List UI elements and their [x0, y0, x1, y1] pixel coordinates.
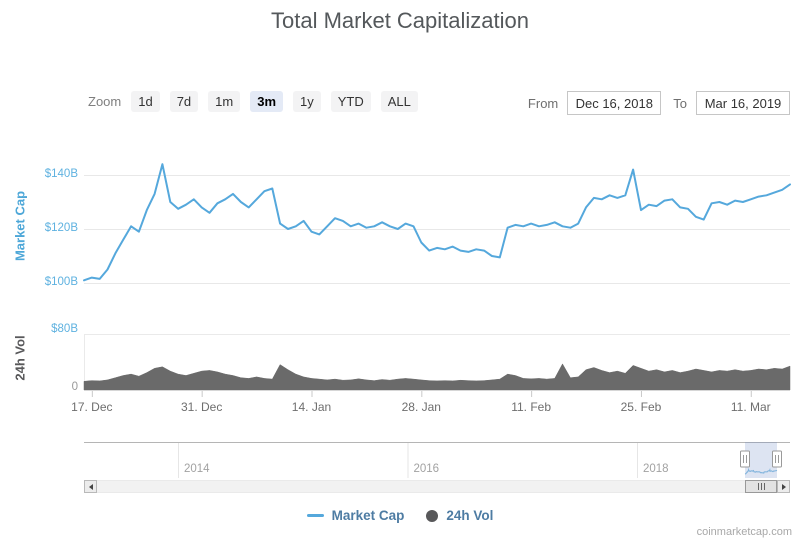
x-tick-label: 17. Dec: [71, 400, 113, 414]
zoom-button-3m[interactable]: 3m: [250, 91, 284, 112]
from-label: From: [527, 95, 559, 111]
x-tick-label: 25. Feb: [620, 400, 662, 414]
volume-area-series[interactable]: [83, 363, 791, 391]
to-date-input[interactable]: [696, 91, 790, 115]
legend-label-marketcap: Market Cap: [331, 508, 405, 523]
x-tick-label: 11. Mar: [730, 400, 771, 414]
marketcap-line-series[interactable]: [83, 163, 791, 282]
y-tick-label: $140B: [44, 168, 78, 180]
scrollbar-right-arrow-button[interactable]: [777, 480, 790, 493]
navigator-year-label: 2014: [184, 463, 210, 475]
navigator-left-handle[interactable]: [740, 450, 750, 468]
x-tick-label: 28. Jan: [401, 400, 441, 414]
scrollbar-thumb[interactable]: [745, 480, 777, 493]
scrollbar-left-arrow-button[interactable]: [84, 480, 97, 493]
x-tick-label: 31. Dec: [180, 400, 223, 414]
line-symbol-icon: [306, 514, 324, 517]
toolbar: Zoom 1d 7d 1m 3m 1y YTD ALL From To: [0, 91, 800, 117]
x-tick-label: 11. Feb: [511, 400, 552, 414]
left-arrow-icon: [88, 483, 93, 490]
zoom-group: Zoom 1d 7d 1m 3m 1y YTD ALL: [88, 91, 428, 112]
dot-symbol-icon: [426, 509, 439, 522]
zoom-label: Zoom: [88, 94, 122, 109]
vol-axis-title: 24h Vol: [12, 335, 28, 381]
navigator-year-label: 2018: [643, 463, 669, 475]
from-date-input[interactable]: [567, 91, 662, 115]
zoom-button-1d[interactable]: 1d: [131, 91, 160, 112]
zoom-button-ytd[interactable]: YTD: [330, 91, 371, 112]
zoom-button-1m[interactable]: 1m: [208, 91, 241, 112]
navigator-year-label: 2016: [413, 463, 440, 475]
legend-item-marketcap[interactable]: Market Cap: [306, 508, 405, 523]
legend-item-24hvol[interactable]: 24h Vol: [426, 508, 493, 523]
marketcap-axis-title: Market Cap: [12, 190, 28, 262]
navigator-right-handle[interactable]: [772, 450, 782, 468]
zoom-button-1y[interactable]: 1y: [293, 91, 321, 112]
legend: Market Cap 24h Vol: [0, 508, 800, 523]
x-tick-label: 14. Jan: [291, 400, 332, 414]
navigator-selection-mask[interactable]: [745, 442, 777, 478]
zoom-button-7d[interactable]: 7d: [169, 91, 199, 112]
credit-link[interactable]: coinmarketcap.com: [696, 526, 792, 538]
scrollbar-track[interactable]: [84, 480, 790, 493]
y-tick-label: $100B: [44, 276, 78, 288]
y-tick-label: 0: [71, 381, 78, 393]
y-tick-label: $120B: [44, 222, 78, 234]
page-title: Total Market Capitalization: [270, 8, 529, 33]
legend-label-24hvol: 24h Vol: [446, 508, 494, 523]
y-tick-label: $80B: [51, 323, 78, 335]
navigator-mini-series: [744, 467, 778, 475]
right-arrow-icon: [781, 483, 786, 490]
to-label: To: [673, 95, 687, 111]
thumb-grip-icon: [760, 483, 762, 490]
zoom-button-all[interactable]: ALL: [380, 91, 418, 112]
date-range-group: From To: [528, 91, 790, 115]
